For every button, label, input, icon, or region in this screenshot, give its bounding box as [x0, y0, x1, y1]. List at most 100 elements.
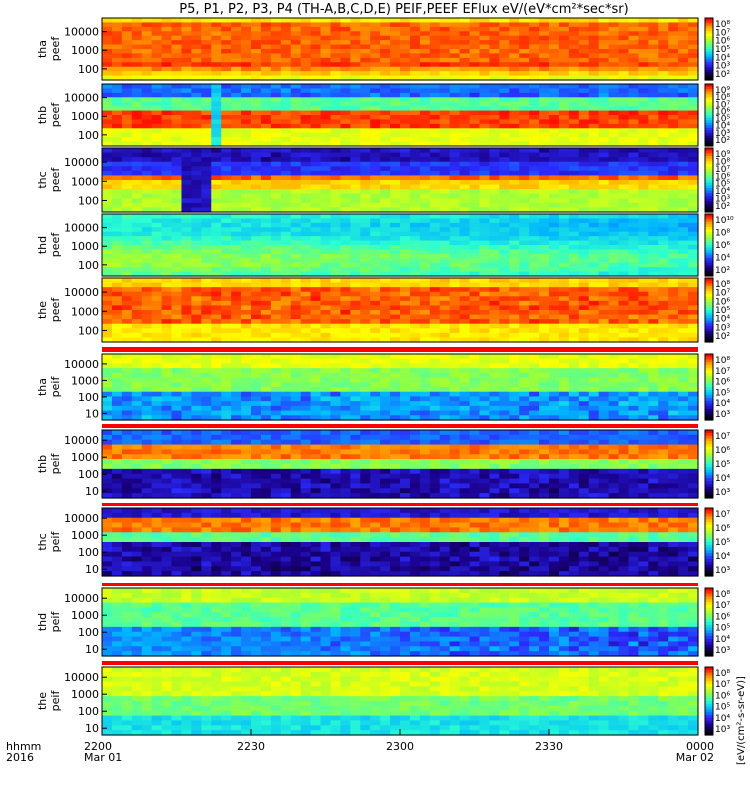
- spectrogram-cell: [141, 222, 153, 228]
- spectrogram-cell: [688, 18, 699, 24]
- spectrogram-cell: [181, 119, 192, 125]
- spectrogram-cell: [102, 161, 113, 167]
- spectrogram-cell: [121, 18, 133, 24]
- spectrogram-cell: [141, 323, 153, 329]
- spectrogram-cell: [549, 97, 560, 103]
- spectrogram-cell: [251, 296, 262, 302]
- spectrogram-cell: [588, 132, 600, 138]
- spectrogram-cell: [558, 236, 570, 242]
- spectrogram-cell: [290, 62, 302, 68]
- spectrogram-cell: [419, 391, 431, 398]
- spectrogram-cell: [251, 84, 262, 90]
- spectrogram-cell: [499, 123, 510, 129]
- spectrogram-cell: [459, 53, 471, 59]
- spectrogram-cell: [111, 328, 123, 334]
- spectrogram-cell: [539, 262, 550, 268]
- spectrogram-cell: [638, 262, 649, 268]
- spectrogram-cell: [489, 401, 500, 407]
- spectrogram-cell: [102, 319, 113, 325]
- spectrogram-cell: [211, 31, 222, 37]
- spectrogram-cell: [280, 405, 292, 412]
- spectrogram-cell: [171, 22, 183, 28]
- spectrogram-cell: [439, 106, 451, 112]
- spectrogram-cell: [231, 368, 242, 374]
- spectrogram-cell: [211, 222, 222, 228]
- colorbar-segment: [705, 77, 713, 81]
- spectrogram-cell: [320, 22, 332, 28]
- spectrogram-cell: [409, 84, 421, 90]
- spectrogram-cell: [320, 92, 332, 98]
- spectrogram-cell: [370, 141, 381, 147]
- spectrogram-cell: [111, 66, 123, 72]
- spectrogram-cell: [400, 222, 411, 228]
- spectrogram-cell: [578, 62, 590, 68]
- spectrogram-cell: [539, 119, 550, 125]
- spectrogram-cell: [668, 152, 679, 158]
- spectrogram-cell: [191, 75, 202, 81]
- spectrogram-cell: [439, 49, 451, 55]
- spectrogram-cell: [489, 175, 500, 181]
- spectrogram-cell: [211, 49, 222, 55]
- spectrogram-cell: [221, 368, 232, 374]
- spectrogram-cell: [201, 198, 212, 204]
- spectrogram-cell: [598, 106, 610, 112]
- spectrogram-cell: [598, 300, 610, 307]
- spectrogram-cell: [479, 405, 490, 412]
- spectrogram-cell: [380, 258, 391, 264]
- spectrogram-cell: [509, 218, 520, 224]
- spectrogram-cell: [320, 415, 332, 421]
- spectrogram-cell: [529, 66, 540, 72]
- spectrogram-cell: [618, 258, 630, 264]
- spectrogram-cell: [509, 137, 520, 143]
- colorbar-segment: [705, 273, 713, 277]
- spectrogram-cell: [429, 231, 441, 237]
- spectrogram-cell: [251, 180, 262, 186]
- spectrogram-cell: [300, 101, 312, 107]
- spectrogram-cell: [171, 296, 183, 302]
- spectrogram-cell: [678, 57, 689, 63]
- spectrogram-cell: [390, 157, 401, 163]
- spectrogram-cell: [469, 396, 481, 402]
- spectrogram-cell: [429, 328, 441, 334]
- colorbar-segment: [705, 234, 713, 238]
- spectrogram-cell: [260, 391, 272, 398]
- spectrogram-cell: [529, 222, 540, 228]
- colorbar-segment: [705, 49, 713, 53]
- spectrogram-cell: [260, 282, 272, 288]
- spectrogram-cell: [320, 40, 332, 46]
- spectrogram-cell: [568, 175, 580, 181]
- spectrogram-cell: [161, 253, 173, 259]
- spectrogram-cell: [310, 222, 322, 228]
- spectrogram-cell: [678, 40, 689, 46]
- spectrogram-cell: [558, 175, 570, 181]
- spectrogram-cell: [330, 22, 341, 28]
- spectrogram-cell: [350, 170, 361, 177]
- spectrogram-cell: [658, 57, 669, 63]
- spectrogram-cell: [161, 222, 173, 228]
- spectrogram-cell: [251, 310, 262, 316]
- spectrogram-cell: [141, 193, 153, 199]
- spectrogram-cell: [628, 218, 639, 224]
- spectrogram-cell: [221, 180, 232, 186]
- spectrogram-cell: [111, 110, 123, 116]
- spectrogram-cell: [141, 152, 153, 158]
- spectrogram-cell: [479, 57, 490, 63]
- spectrogram-cell: [459, 92, 471, 98]
- spectrogram-cell: [400, 296, 411, 302]
- spectrogram-cell: [539, 240, 550, 246]
- spectrogram-cell: [241, 368, 252, 374]
- spectrogram-cell: [479, 372, 490, 379]
- spectrogram-cell: [151, 175, 163, 181]
- spectrogram-cell: [111, 71, 123, 77]
- spectrogram-cell: [370, 258, 381, 264]
- spectrogram-cell: [628, 141, 639, 147]
- spectrogram-cell: [121, 305, 133, 311]
- spectrogram-cell: [141, 44, 153, 50]
- spectrogram-cell: [628, 53, 639, 59]
- spectrogram-cell: [479, 53, 490, 59]
- spectrogram-cell: [628, 291, 639, 297]
- spectrogram-cell: [529, 22, 540, 28]
- spectrogram-cell: [568, 282, 580, 288]
- spectrogram-cell: [231, 31, 242, 37]
- spectrogram-cell: [241, 88, 252, 94]
